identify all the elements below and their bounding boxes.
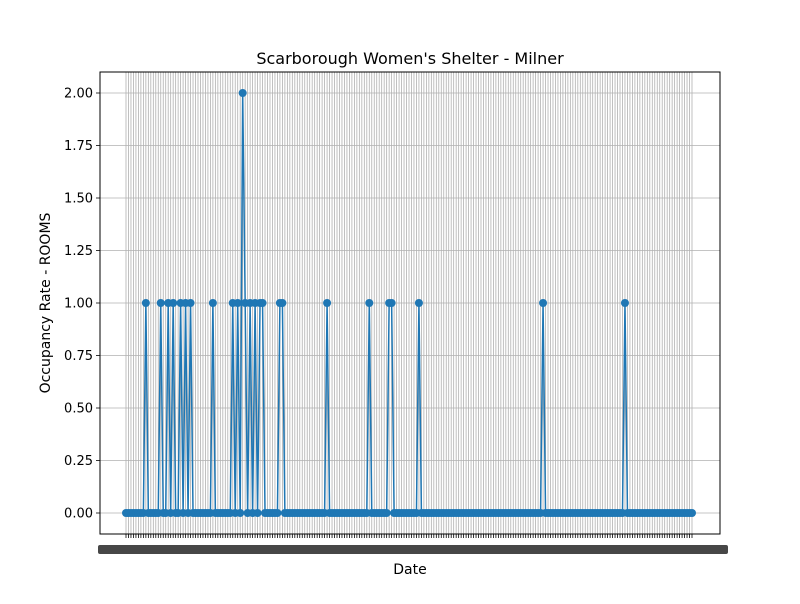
x-axis-ticks <box>98 534 728 554</box>
y-axis-label: Occupancy Rate - ROOMS <box>38 212 54 393</box>
data-point <box>208 299 217 307</box>
data-point <box>273 509 282 517</box>
y-tick-label: 0.75 <box>64 349 93 364</box>
data-point <box>323 299 332 307</box>
y-tick-label: 0.00 <box>64 507 93 522</box>
data-point <box>156 299 165 307</box>
data-point <box>365 299 374 307</box>
data-point <box>141 299 150 307</box>
data-point <box>382 509 391 517</box>
data-point <box>688 509 696 517</box>
data-point <box>278 299 287 307</box>
data-point <box>414 299 423 307</box>
y-tick-label: 1.00 <box>64 297 93 312</box>
y-axis-ticks: 0.00 0.25 0.50 0.75 1.00 1.25 1.50 1.75 2.00 <box>64 87 100 522</box>
y-tick-label: 0.50 <box>64 402 93 417</box>
data-point <box>169 299 178 307</box>
y-tick-label: 1.75 <box>64 139 93 154</box>
data-point <box>233 299 242 307</box>
y-tick-label: 0.25 <box>64 454 93 469</box>
data-point <box>620 299 629 307</box>
data-point <box>387 299 396 307</box>
y-tick-label: 1.25 <box>64 244 93 259</box>
data-point <box>539 299 548 307</box>
data-point <box>238 89 247 97</box>
data-point <box>236 509 245 517</box>
series-layer <box>122 89 696 517</box>
y-tick-label: 2.00 <box>64 87 93 102</box>
data-point <box>258 299 267 307</box>
data-point <box>253 509 262 517</box>
y-tick-label: 1.50 <box>64 192 93 207</box>
x-axis-label: Date <box>393 562 426 578</box>
x-tick-labels-overlapped <box>98 545 728 554</box>
data-point <box>186 299 195 307</box>
chart-title: Scarborough Women's Shelter - Milner <box>256 49 564 68</box>
